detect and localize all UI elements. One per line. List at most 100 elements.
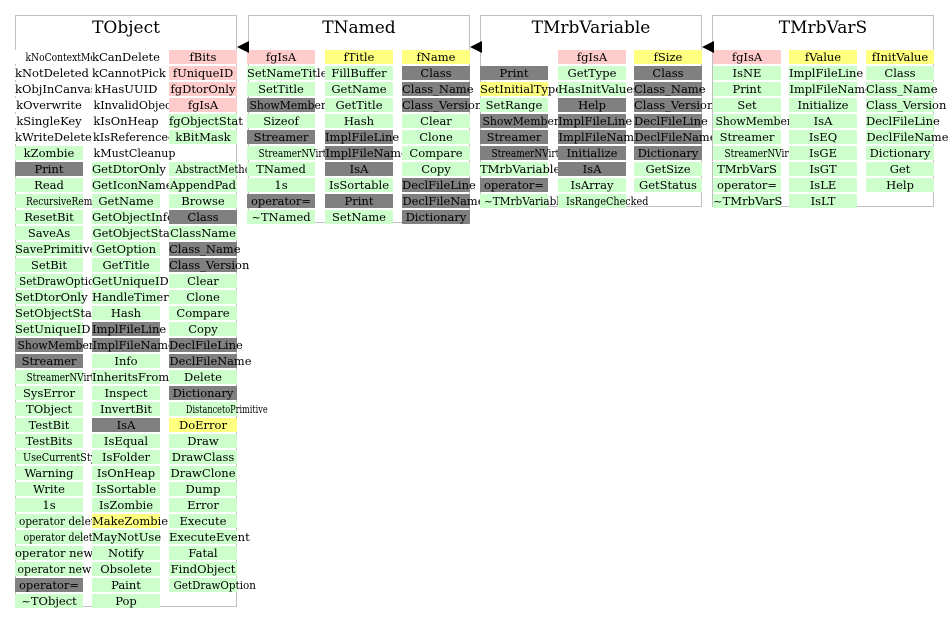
member-kisreferenced: kIsReferenced bbox=[92, 130, 176, 144]
member-declfilename: DeclFileName bbox=[866, 130, 949, 144]
member-clear: Clear bbox=[169, 274, 237, 288]
member-saveas: SaveAs bbox=[15, 226, 83, 240]
member-class-version: Class_Version bbox=[634, 98, 715, 112]
member-getobjectstat: GetObjectStat bbox=[92, 226, 175, 240]
member-streamernvirtual: StreamerNVirtual bbox=[15, 370, 108, 384]
member-warning: Warning bbox=[15, 466, 83, 480]
member-operator-new: operator new bbox=[15, 546, 94, 560]
member-setdrawoption: SetDrawOption bbox=[15, 274, 101, 288]
member-delete: Delete bbox=[169, 370, 237, 384]
member-print: Print bbox=[15, 162, 83, 176]
member-class-version: Class_Version bbox=[169, 258, 250, 272]
member-isle: IsLE bbox=[789, 178, 857, 192]
member-kcandelete: kCanDelete bbox=[92, 50, 160, 64]
member-hasinitvalues: HasInitValues bbox=[558, 82, 639, 96]
member-islt: IsLT bbox=[789, 194, 857, 208]
member-kisonheap: kIsOnHeap bbox=[92, 114, 160, 128]
member-initialize: Initialize bbox=[558, 146, 626, 160]
member-maynotuse: MayNotUse bbox=[92, 530, 162, 544]
member-class-name: Class_Name bbox=[169, 242, 241, 256]
member-showmembers: ShowMembers bbox=[480, 114, 565, 128]
member-fvalue: fValue bbox=[789, 50, 857, 64]
member-showmembers: ShowMembers bbox=[15, 338, 100, 352]
member-info: Info bbox=[92, 354, 160, 368]
member-ftitle: fTitle bbox=[325, 50, 393, 64]
member-isarray: IsArray bbox=[558, 178, 626, 192]
member-declfilename: DeclFileName bbox=[402, 194, 485, 208]
inheritance-arrowhead-3 bbox=[702, 41, 714, 53]
member-setnametitle: SetNameTitle bbox=[247, 66, 328, 80]
member-kbitmask: kBitMask bbox=[169, 130, 237, 144]
member-fname: fName bbox=[402, 50, 470, 64]
member-inspect: Inspect bbox=[92, 386, 160, 400]
member-1s: 1s bbox=[247, 178, 315, 192]
member-sizeof: Sizeof bbox=[247, 114, 315, 128]
member-invertbit: InvertBit bbox=[92, 402, 160, 416]
member-class-name: Class_Name bbox=[402, 82, 474, 96]
member-tmrbvars: TMrbVarS bbox=[713, 162, 781, 176]
member-clone: Clone bbox=[402, 130, 470, 144]
member-distancetoprimitive: DistancetoPrimitive bbox=[169, 402, 268, 416]
member-tmrbvariable: TMrbVariable bbox=[480, 162, 561, 176]
member-class-version: Class_Version bbox=[402, 98, 483, 112]
member-isgt: IsGT bbox=[789, 162, 857, 176]
member-fbits: fBits bbox=[169, 50, 237, 64]
member-streamer: Streamer bbox=[713, 130, 781, 144]
member-streamernvirtual: StreamerNVirtual bbox=[247, 146, 340, 160]
member-print: Print bbox=[713, 82, 781, 96]
member-operator: operator= bbox=[480, 178, 548, 192]
member-implfilename: ImplFileName bbox=[789, 82, 872, 96]
member-israngechecked: IsRangeChecked bbox=[558, 194, 648, 208]
member-finitvalue: fInitValue bbox=[866, 50, 934, 64]
member-dictionary: Dictionary bbox=[169, 386, 237, 400]
member-copy: Copy bbox=[402, 162, 470, 176]
member-isa: IsA bbox=[558, 162, 626, 176]
member-knotdeleted: kNotDeleted bbox=[15, 66, 89, 80]
class-title: TMrbVarS bbox=[778, 18, 868, 38]
member-browse: Browse bbox=[169, 194, 237, 208]
member-testbit: TestBit bbox=[15, 418, 83, 432]
member-streamernvirtual: StreamerNVirtual bbox=[713, 146, 806, 160]
member-fgobjectstat: fgObjectStat bbox=[169, 114, 243, 128]
class-title: TMrbVariable bbox=[531, 18, 651, 38]
member-kinvalidobject: kInvalidObject bbox=[92, 98, 176, 112]
member-setbit: SetBit bbox=[15, 258, 83, 272]
member-declfilename: DeclFileName bbox=[634, 130, 717, 144]
member-clone: Clone bbox=[169, 290, 237, 304]
member-hash: Hash bbox=[325, 114, 393, 128]
member-drawclone: DrawClone bbox=[169, 466, 237, 480]
member-implfileline: ImplFileLine bbox=[558, 114, 633, 128]
member-streamernvirtual: StreamerNVirtual bbox=[480, 146, 573, 160]
member-get: Get bbox=[866, 162, 934, 176]
member-kzombie: kZombie bbox=[15, 146, 83, 160]
member-error: Error bbox=[169, 498, 237, 512]
member-dictionary: Dictionary bbox=[402, 210, 470, 224]
member-tobject: ~TObject bbox=[15, 594, 83, 608]
member-execute: Execute bbox=[169, 514, 237, 528]
member-operator: operator= bbox=[15, 578, 83, 592]
member-help: Help bbox=[558, 98, 626, 112]
member-class: Class bbox=[402, 66, 470, 80]
member-abstractmethod: AbstractMethod bbox=[169, 162, 257, 176]
member-isequal: IsEqual bbox=[92, 434, 160, 448]
member-notify: Notify bbox=[92, 546, 160, 560]
member-getobjectinfo: GetObjectInfo bbox=[92, 210, 174, 224]
member-hash: Hash bbox=[92, 306, 160, 320]
member-print: Print bbox=[480, 66, 548, 80]
member-fsize: fSize bbox=[634, 50, 702, 64]
member-help: Help bbox=[866, 178, 934, 192]
class-title: TObject bbox=[92, 18, 160, 38]
member-kmustcleanup: kMustCleanup bbox=[92, 146, 176, 160]
member-tmrbvars: ~TMrbVarS bbox=[713, 194, 783, 208]
member-setdtoronly: SetDtorOnly bbox=[15, 290, 88, 304]
member-fgisa: fgIsA bbox=[558, 50, 626, 64]
member-setuniqueid: SetUniqueID bbox=[15, 322, 91, 336]
member-doerror: DoError bbox=[169, 418, 237, 432]
member-tnamed: ~TNamed bbox=[247, 210, 315, 224]
member-read: Read bbox=[15, 178, 83, 192]
member-getname: GetName bbox=[325, 82, 393, 96]
member-fgisa: fgIsA bbox=[713, 50, 781, 64]
member-usecurrentstyle: UseCurrentStyle bbox=[15, 450, 105, 464]
member-testbits: TestBits bbox=[15, 434, 83, 448]
